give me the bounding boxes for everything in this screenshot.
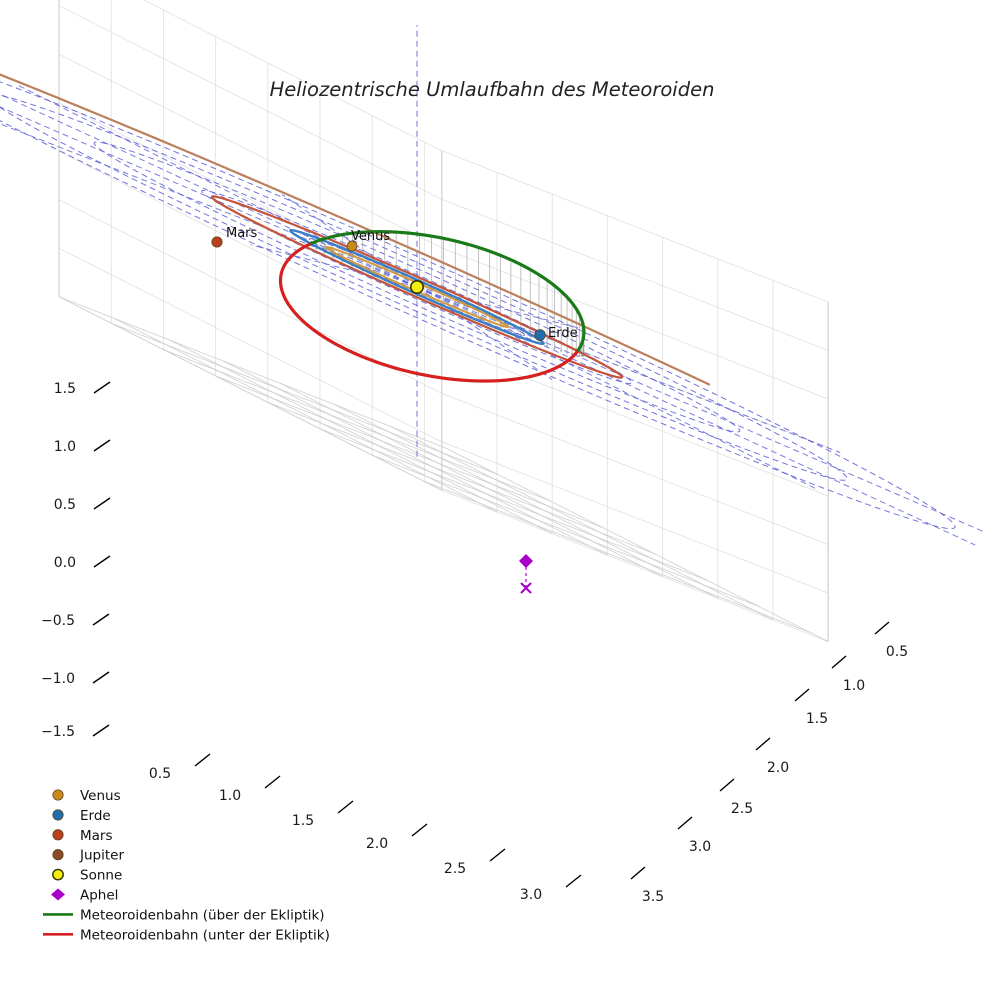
x-tick-label: 1.5	[292, 813, 314, 829]
z-tick-label: −0.5	[41, 613, 75, 629]
legend-marker-jupiter	[52, 849, 64, 861]
y-tick-label: 1.0	[843, 678, 865, 694]
mars-marker[interactable]	[211, 236, 223, 248]
y-tick-label: 3.0	[689, 839, 711, 855]
z-tick-label: −1.0	[41, 671, 75, 687]
aphel-marker[interactable]	[519, 554, 533, 568]
legend-item-label[interactable]: Meteoroidenbahn (unter der Ekliptik)	[80, 927, 330, 943]
legend[interactable]: Venus Erde Mars Jupiter Sonne Aphel Meteoroide…	[43, 788, 330, 943]
x-tick-label: 1.0	[219, 788, 241, 804]
y-tick-label: 3.5	[642, 889, 664, 905]
aphel-projection-icon-2	[520, 582, 532, 594]
planet-orbits	[0, 73, 711, 386]
y-tick-label: 1.5	[806, 711, 828, 727]
axis-walls-grid	[58, 0, 829, 642]
venus-label: Venus	[351, 229, 390, 244]
mars-label: Mars	[226, 226, 258, 241]
legend-marker-aphel	[51, 888, 65, 901]
legend-item-label[interactable]: Erde	[80, 808, 111, 824]
legend-item-label[interactable]: Jupiter	[79, 848, 124, 864]
z-tick-label: −1.5	[41, 724, 75, 740]
legend-item-label[interactable]: Mars	[80, 828, 113, 844]
x-tick-label: 3.0	[520, 887, 542, 903]
meteoroid-orbit	[278, 230, 586, 383]
legend-item-label[interactable]: Sonne	[80, 868, 122, 884]
z-tick-label: 0.0	[54, 555, 76, 571]
y-tick-label: 0.5	[886, 644, 908, 660]
venus-marker[interactable]	[346, 240, 358, 252]
z-tick-label: 1.5	[54, 381, 76, 397]
axis-ticks: 1.5 1.0 0.5 0.0 −0.5 −1.0 −1.5 0.5 1.0 1.5 2.0 2.5 3…	[41, 381, 908, 905]
body-markers	[211, 236, 546, 594]
legend-item-label[interactable]: Aphel	[80, 888, 118, 904]
z-tick-label: 0.5	[54, 497, 76, 513]
sonne-marker[interactable]	[409, 279, 424, 294]
legend-marker-erde	[52, 809, 64, 821]
legend-item-label[interactable]: Meteoroidenbahn (über der Ekliptik)	[80, 907, 325, 923]
body-labels: Mars Venus Erde	[226, 226, 578, 341]
z-tick-label: 1.0	[54, 439, 76, 455]
erde-marker[interactable]	[534, 329, 546, 341]
x-tick-label: 0.5	[149, 766, 171, 782]
legend-marker-mars	[52, 829, 64, 841]
erde-label: Erde	[548, 326, 578, 341]
x-tick-label: 2.5	[444, 861, 466, 877]
legend-marker-venus	[52, 789, 64, 801]
x-tick-label: 2.0	[366, 836, 388, 852]
legend-marker-sonne	[52, 868, 64, 881]
y-tick-label: 2.5	[731, 801, 753, 817]
y-tick-label: 2.0	[767, 760, 789, 776]
legend-item-label[interactable]: Venus	[80, 788, 121, 804]
page-title: Heliozentrische Umlaufbahn des Meteoroid…	[270, 78, 715, 101]
